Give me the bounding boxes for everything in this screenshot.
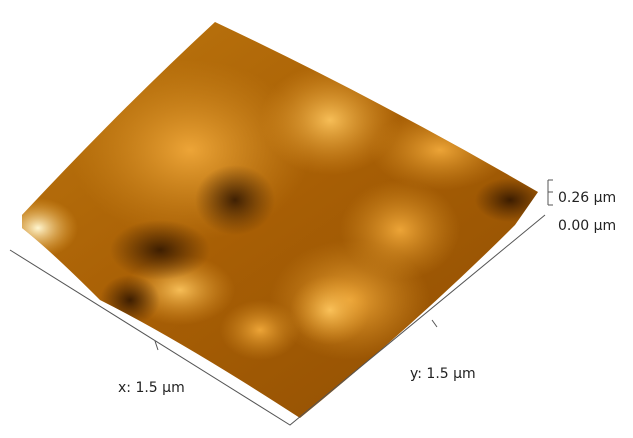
z-max-label: 0.26 µm [558,190,616,206]
afm-figure: x: 1.5 µm y: 1.5 µm 0.26 µm 0.00 µm [0,0,633,438]
y-axis-label: y: 1.5 µm [410,366,476,382]
z-min-label: 0.00 µm [558,218,616,234]
surface [0,0,633,438]
z-scale [548,180,553,205]
x-axis-label: x: 1.5 µm [118,380,185,396]
